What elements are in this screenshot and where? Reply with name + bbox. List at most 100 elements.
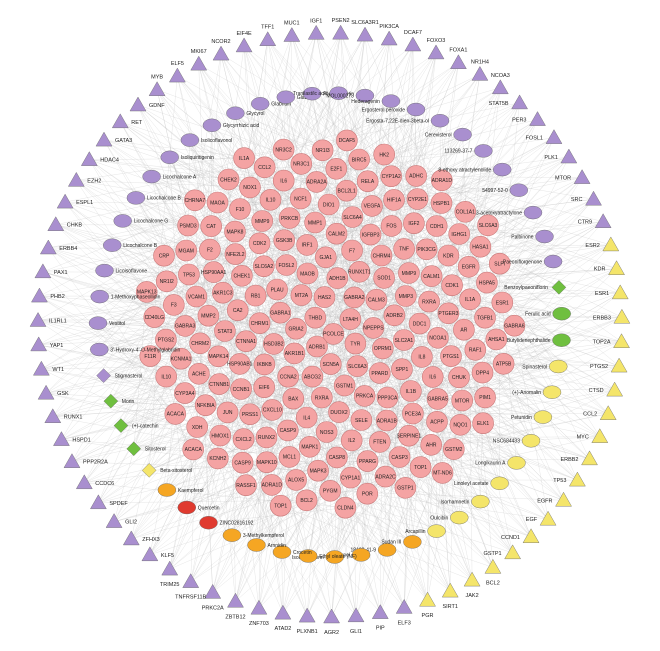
ring-node-ccdc6[interactable]: CCDC6 (76, 475, 114, 489)
target-node-scn5a[interactable]: SCN5A (320, 354, 341, 375)
target-node-adra2a[interactable]: ADRA2A (306, 171, 327, 192)
target-node-hasa1[interactable]: HASA1 (470, 236, 491, 257)
target-node-mapk14[interactable]: MAPK14 (208, 346, 229, 367)
target-node-ctnna1[interactable]: CTNNA1 (236, 331, 257, 352)
target-node-vegfa[interactable]: VEGFA (362, 195, 383, 216)
target-node-ccnb1[interactable]: CCNB1 (231, 379, 252, 400)
compound-node-oulcibin[interactable]: Oulcibin (430, 511, 468, 524)
target-node-il10[interactable]: IL10 (156, 366, 177, 387)
target-node-ache[interactable]: ACHE (188, 363, 209, 384)
target-node-cldn4[interactable]: CLDN4 (335, 497, 356, 518)
ring-node-znf703[interactable]: ZNF703 (249, 600, 269, 627)
target-node-hmox1[interactable]: HMOX1 (210, 425, 231, 446)
target-node-f10[interactable]: F10 (230, 199, 251, 220)
target-node-stat3[interactable]: STAT3 (214, 321, 235, 342)
compound-node-benzoylpaeoniflorin[interactable]: Benzoylpaeoniflorin (504, 280, 566, 294)
target-node-nr3c2[interactable]: NR3C2 (273, 139, 294, 160)
ring-node-erbb2[interactable]: ERBB2 (560, 451, 597, 465)
ring-node-myc[interactable]: MYC (577, 429, 608, 443)
ring-node-ncoa3[interactable]: NCOA3 (491, 73, 510, 94)
ring-node-stat5b[interactable]: STAT5B (489, 95, 528, 109)
target-node-top1[interactable]: TOP1 (410, 457, 431, 478)
target-node-col1a1[interactable]: COL1A1 (455, 201, 476, 222)
target-node-adra1b[interactable]: ADRA1B (376, 410, 397, 431)
target-node-cyp1a2[interactable]: CYP1A2 (381, 166, 402, 187)
ring-node-tp53[interactable]: TP53 (553, 472, 585, 486)
target-node-xdh[interactable]: XDH (187, 417, 208, 438)
ring-node-igf1[interactable]: IGF1 (308, 18, 324, 39)
target-node-bcl2[interactable]: BCL2 (296, 490, 317, 511)
ring-node-muc1[interactable]: MUC1 (284, 21, 300, 42)
target-node-egfr[interactable]: EGFR (458, 256, 479, 277)
target-node-gabra1[interactable]: GABRA1 (270, 302, 291, 323)
target-node-jun[interactable]: JUN (217, 402, 238, 423)
ring-node-pip[interactable]: PIP (372, 605, 388, 632)
target-node-gria2[interactable]: GRIA2 (286, 318, 307, 339)
compound-node-licochalcone-b[interactable]: Licochalcone B (103, 239, 158, 252)
target-node-gstm2[interactable]: GSTM2 (443, 439, 464, 460)
target-node-nfe2l2[interactable]: NFE2L2 (225, 244, 246, 265)
target-node-psmd3[interactable]: PSMD3 (178, 215, 199, 236)
target-node-gja1[interactable]: GJA1 (315, 247, 336, 268)
target-node-nr1i2[interactable]: NR1I2 (156, 271, 177, 292)
target-node-dcaf5[interactable]: DCAF5 (336, 130, 357, 151)
target-node-slc6a2[interactable]: SLC6A2 (253, 256, 274, 277)
target-node-f2[interactable]: F2 (199, 239, 220, 260)
target-node-mapk1[interactable]: MAPK1 (299, 436, 320, 457)
target-node-acaca[interactable]: ACACA (165, 403, 186, 424)
target-node-bcl2l1[interactable]: BCL2L1 (336, 180, 357, 201)
ring-node-plk1[interactable]: PLK1 (544, 149, 576, 163)
ring-node-ppp2r2a[interactable]: PPP2R2A (64, 454, 108, 468)
target-node-hspa5[interactable]: HSPA5 (476, 272, 497, 293)
target-node-tgfb1[interactable]: TGFB1 (475, 307, 496, 328)
target-node-bax[interactable]: BAX (283, 388, 304, 409)
target-node-calm1[interactable]: CALM1 (421, 266, 442, 287)
target-node-sele[interactable]: SELE (351, 410, 372, 431)
compound-node-isoliquiritigenin[interactable]: Isoliquiritigenin (161, 151, 214, 164)
target-node-f7[interactable]: F7 (342, 240, 363, 261)
ring-node-ezh2[interactable]: EZH2 (68, 172, 101, 186)
target-node-cyp3a4[interactable]: CYP3A4 (174, 383, 195, 404)
target-node-acpp[interactable]: ACPP (427, 411, 448, 432)
target-node-ppard[interactable]: PPARD (369, 363, 390, 384)
target-node-chrm2[interactable]: CHRM2 (190, 333, 211, 354)
target-node-cxcl2[interactable]: CXCL2 (233, 429, 254, 450)
target-node-chrm1[interactable]: CHRM1 (249, 313, 270, 334)
target-node-dpp4[interactable]: DPP4 (472, 362, 493, 383)
ring-node-gata3[interactable]: GATA3 (96, 132, 132, 146)
ring-node-slc6a3r1[interactable]: SLC6A3R1 (351, 20, 379, 41)
target-node-pim1[interactable]: PIM1 (475, 387, 496, 408)
target-node-ccl2[interactable]: CCL2 (254, 157, 275, 178)
target-node-dio1[interactable]: DIO1 (318, 194, 339, 215)
ring-node-pax1[interactable]: PAX1 (35, 264, 68, 278)
ring-node-agr2[interactable]: AGR2 (324, 609, 340, 636)
target-node-gabra3[interactable]: GABRA3 (175, 315, 196, 336)
target-node-cd40lg[interactable]: CD40LG (144, 307, 165, 328)
target-node-tyr[interactable]: TYR (345, 333, 366, 354)
ring-node-mtor[interactable]: MTOR (555, 170, 590, 184)
ring-node-ncor2[interactable]: NCOR2 (211, 39, 230, 60)
target-node-tnf[interactable]: TNF (394, 238, 415, 259)
target-node-mt-nd6[interactable]: MT-ND6 (432, 462, 453, 483)
target-node-casp3[interactable]: CASP3 (389, 447, 410, 468)
target-node-alox5[interactable]: ALOX5 (286, 469, 307, 490)
target-node-chek2[interactable]: CHEK2 (218, 169, 239, 190)
target-node-tp53[interactable]: TP53 (178, 264, 199, 285)
target-node-acaca[interactable]: ACACA (183, 439, 204, 460)
target-node-pik3cg[interactable]: PIK3CG (416, 239, 437, 260)
target-node-ikbkb[interactable]: IKBKB (254, 354, 275, 375)
target-node-cyp1a1[interactable]: CYP1A1 (340, 467, 361, 488)
target-node-cyp2e1[interactable]: CYP2E1 (407, 189, 428, 210)
ring-node-gstp1[interactable]: GSTP1 (484, 545, 521, 559)
target-node-abcg2[interactable]: ABCG2 (302, 366, 323, 387)
target-node-slc6a4[interactable]: SLC6A4 (342, 207, 363, 228)
target-node-calm3[interactable]: CALM3 (366, 289, 387, 310)
ring-node-erbb3[interactable]: ERBB3 (593, 309, 630, 323)
compound-node-linoleyl-acetate[interactable]: Linoleyl acetate (454, 477, 509, 490)
target-node-adra2c[interactable]: ADRA2C (375, 466, 396, 487)
target-node-ar[interactable]: AR (453, 319, 474, 340)
target-node-slc2a1[interactable]: SLC2A1 (393, 330, 414, 351)
target-node-maoa[interactable]: MAOA (207, 192, 228, 213)
target-node-mmp9[interactable]: MMP9 (252, 211, 273, 232)
ring-node-sirt1[interactable]: SIRT1 (442, 583, 458, 610)
